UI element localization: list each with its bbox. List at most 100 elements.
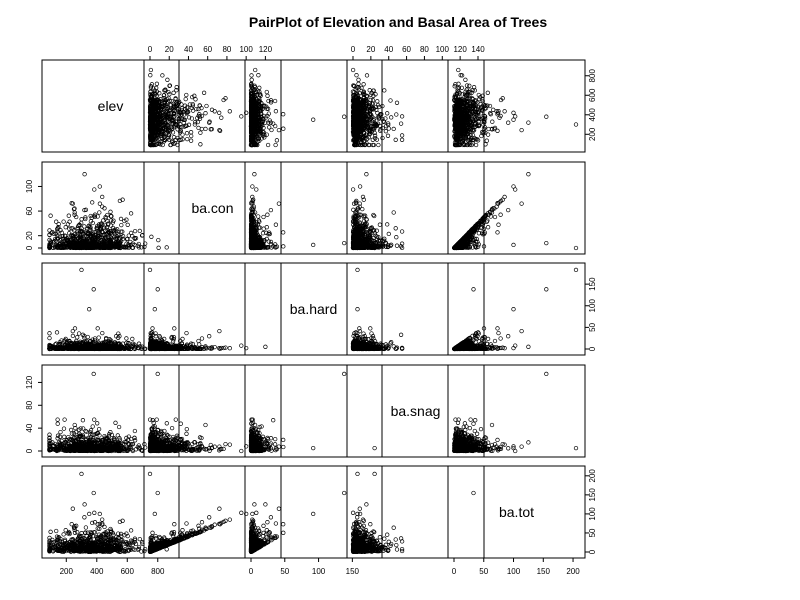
data-point [150,131,155,136]
data-point [506,120,511,125]
data-point [154,120,159,126]
data-point [154,85,159,91]
data-point [149,115,154,120]
panel-elev-vs-ba.con [143,59,282,153]
data-point [156,103,161,108]
data-point [192,122,198,127]
data-point [544,114,549,119]
data-point [165,122,170,128]
data-point [394,243,400,248]
data-point [163,111,168,117]
data-point [180,116,186,122]
data-point [156,140,161,145]
data-point [269,127,274,133]
data-point [165,77,170,82]
data-point [156,237,161,243]
data-point [186,122,192,127]
data-point [273,142,278,148]
data-point [189,116,195,121]
data-point [149,234,154,239]
data-point [511,117,516,122]
data-point [174,100,179,105]
data-point [66,213,71,218]
data-point [385,133,391,138]
data-point [276,127,282,133]
data-point [179,102,184,107]
data-point [161,115,166,121]
data-point [249,73,254,78]
data-point [170,130,176,135]
data-point [342,114,347,119]
data-point [148,121,154,126]
data-point [573,122,579,127]
data-point [128,211,134,216]
data-point [186,109,191,114]
data-point [356,77,361,82]
data-point [148,84,154,89]
data-point [163,109,168,114]
data-point [151,86,156,91]
data-point [204,103,209,109]
data-point [239,114,244,119]
data-point [502,109,507,114]
data-point [162,103,167,108]
data-point [354,73,359,78]
data-point [150,142,155,148]
data-point [393,137,398,142]
data-point [274,138,280,143]
data-point [188,130,194,135]
data-point [182,124,187,129]
data-point [92,187,97,192]
data-point [189,133,194,139]
data-point [167,83,172,88]
data-point [385,111,390,116]
data-point [193,97,198,102]
data-point [209,126,214,132]
panel-frame [143,59,282,153]
data-point [156,120,162,126]
data-point [149,108,155,113]
data-point [399,114,405,119]
data-point [171,135,177,140]
data-point [182,112,187,117]
data-point [181,117,187,123]
data-point [272,98,278,104]
data-point [383,129,389,134]
data-point [125,222,130,227]
data-point [311,242,316,248]
data-point [350,67,356,73]
data-point [168,142,173,148]
data-point [163,131,168,136]
data-point [250,184,255,189]
data-point [268,98,274,103]
data-point [196,125,201,131]
data-point [79,217,84,222]
data-point [97,184,102,189]
data-point [197,114,203,119]
data-point [399,137,405,142]
data-point [161,93,166,98]
data-point [188,138,194,143]
data-point [261,125,266,131]
data-point [97,201,103,206]
data-point [311,117,316,122]
data-point [165,136,170,141]
data-point [281,244,286,249]
panel-elev-vs-ba.tot [447,59,586,153]
data-point [154,81,160,86]
data-point [149,98,154,104]
diagonal-label-elev: elev [98,98,124,114]
data-point [172,112,177,117]
data-point [197,103,202,108]
data-point [217,128,223,133]
data-point [163,87,168,92]
chart-title: PairPlot of Elevation and Basal Area of … [249,14,547,30]
data-point [162,97,167,103]
data-point [261,214,266,220]
data-point [511,110,516,115]
data-point [281,230,286,235]
data-point [169,124,174,130]
data-point [169,106,174,111]
data-point [389,115,394,120]
